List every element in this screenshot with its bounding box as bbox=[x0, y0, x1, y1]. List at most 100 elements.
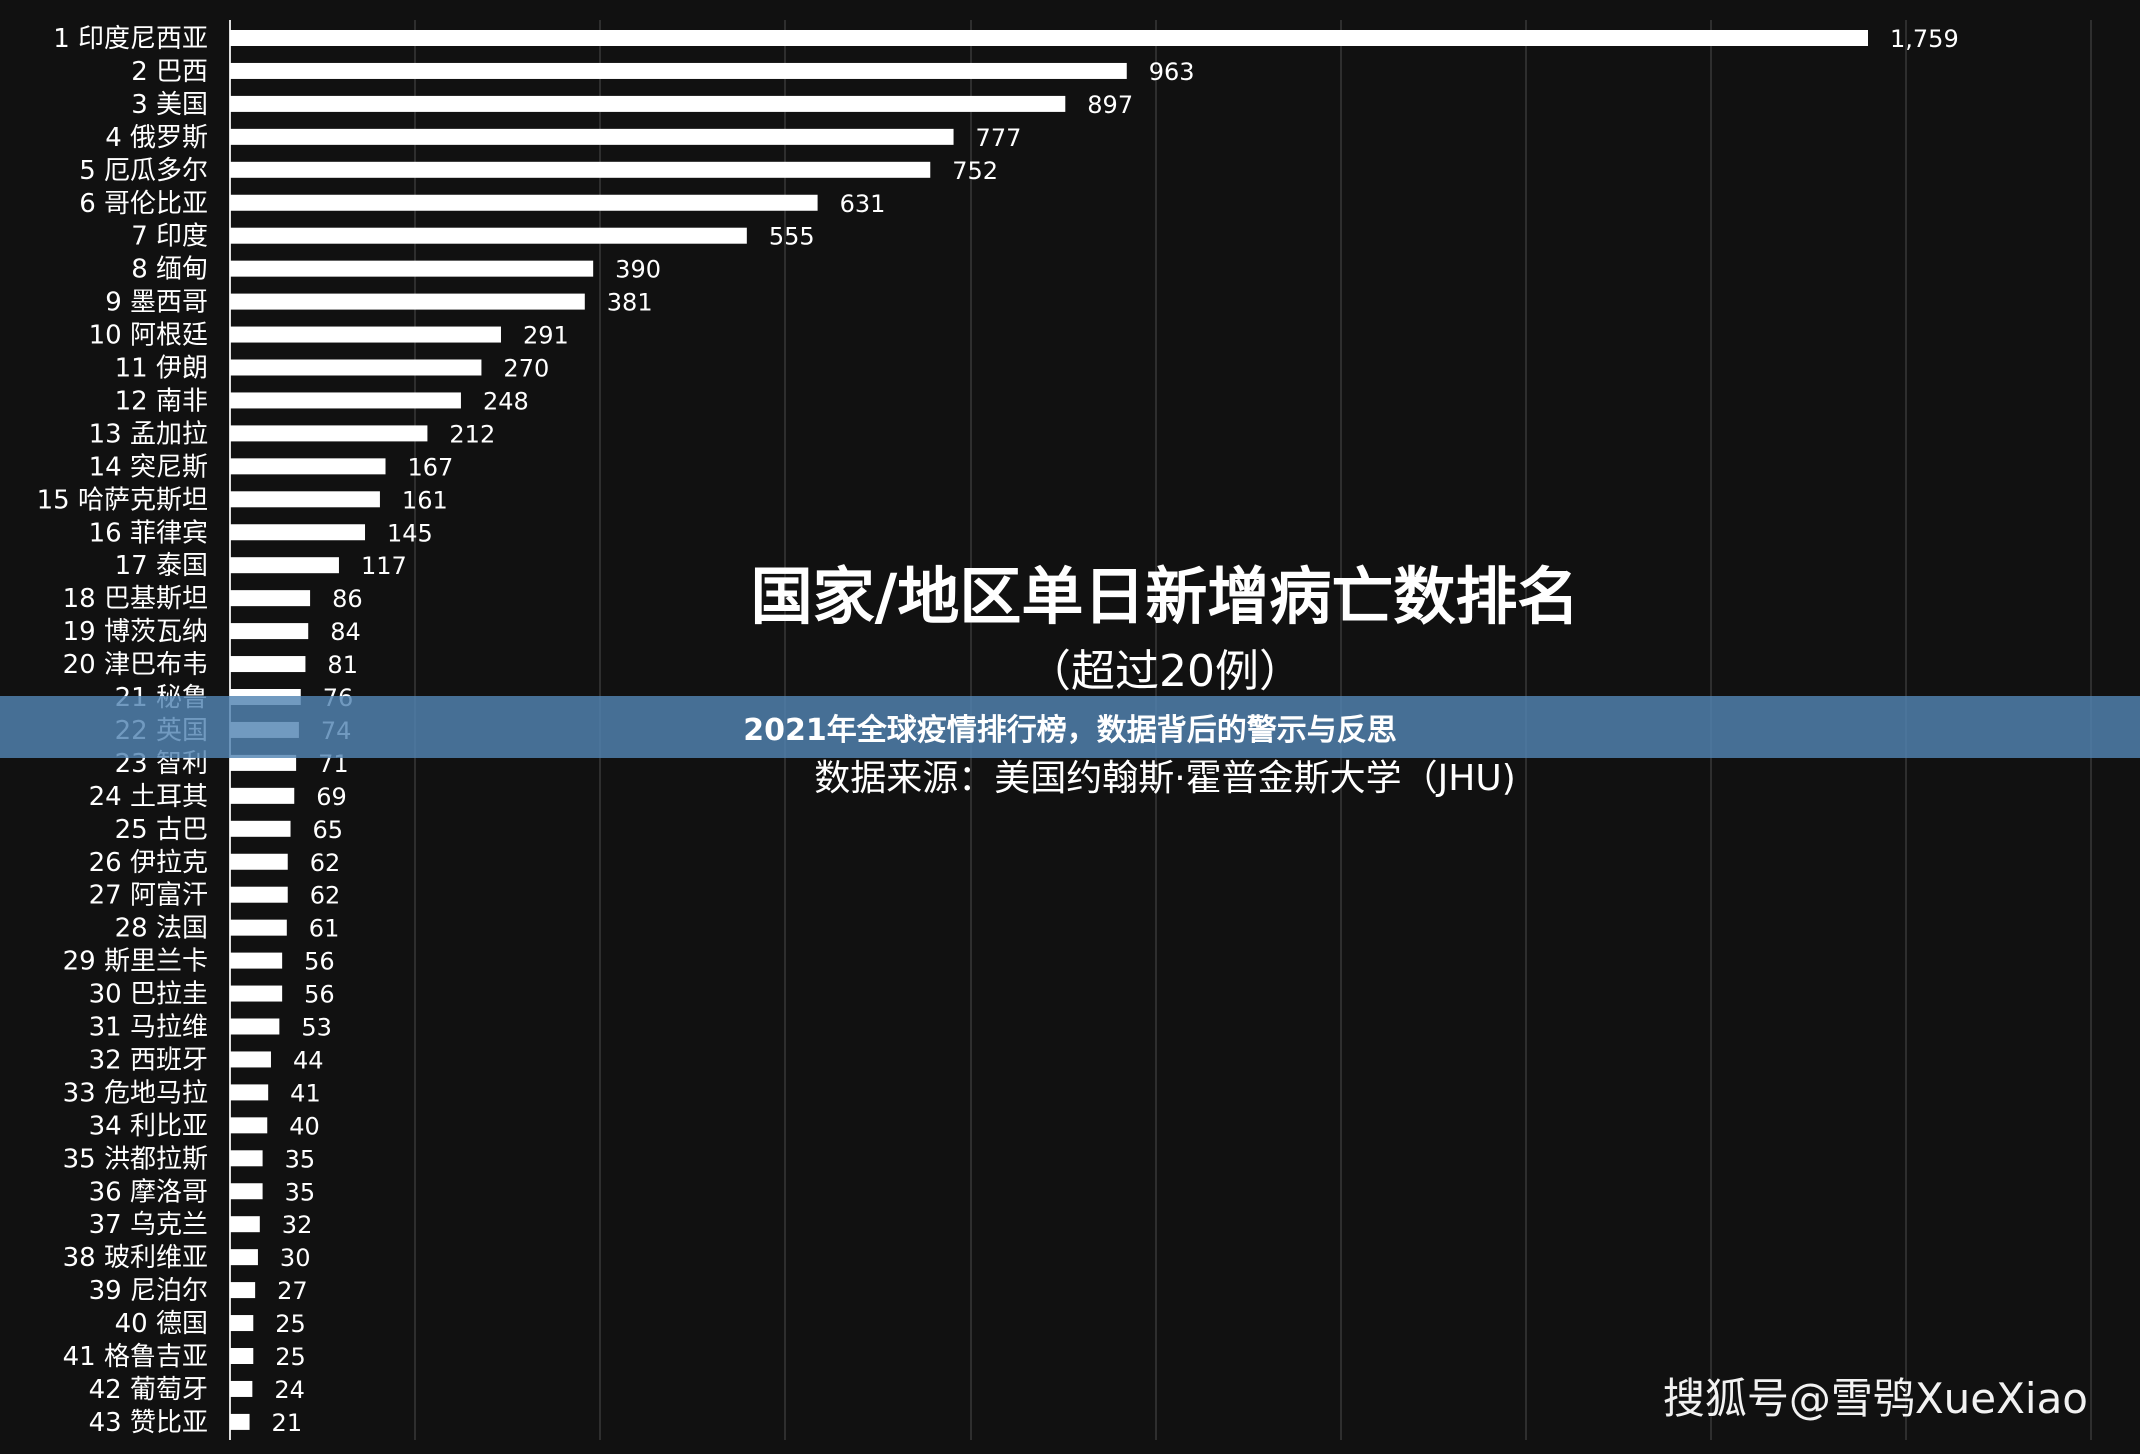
value-label-28: 61 bbox=[309, 915, 340, 943]
category-label-7: 7 印度 bbox=[131, 222, 208, 252]
category-label-26: 26 伊拉克 bbox=[89, 848, 208, 878]
category-label-10: 10 阿根廷 bbox=[89, 321, 208, 351]
chart-title: 国家/地区单日新增病亡数排名 bbox=[751, 560, 1580, 633]
value-label-18: 86 bbox=[332, 585, 363, 613]
bar-2 bbox=[230, 62, 1127, 79]
value-label-29: 56 bbox=[304, 948, 335, 976]
bar-12 bbox=[230, 392, 461, 409]
headline-banner: 2021年全球疫情排行榜，数据背后的警示与反思 bbox=[0, 696, 2140, 758]
value-label-19: 84 bbox=[330, 618, 361, 646]
bar-34 bbox=[230, 1117, 268, 1134]
bar-9 bbox=[230, 293, 585, 310]
value-label-3: 897 bbox=[1087, 91, 1133, 119]
value-label-15: 161 bbox=[402, 486, 448, 514]
category-label-8: 8 缅甸 bbox=[131, 255, 208, 285]
category-label-29: 29 斯里兰卡 bbox=[63, 947, 208, 977]
category-label-1: 1 印度尼西亚 bbox=[53, 24, 208, 54]
bar-15 bbox=[230, 491, 380, 508]
value-label-31: 53 bbox=[301, 1014, 332, 1042]
value-label-7: 555 bbox=[769, 223, 815, 251]
value-label-1: 1,759 bbox=[1890, 25, 1959, 53]
bar-36 bbox=[230, 1183, 263, 1200]
value-label-24: 69 bbox=[316, 783, 347, 811]
value-label-13: 212 bbox=[449, 420, 495, 448]
category-label-24: 24 土耳其 bbox=[89, 782, 208, 812]
bar-33 bbox=[230, 1084, 269, 1101]
category-label-12: 12 南非 bbox=[115, 386, 208, 416]
value-label-42: 24 bbox=[274, 1376, 305, 1404]
bar-6 bbox=[230, 194, 818, 211]
category-label-41: 41 格鲁吉亚 bbox=[63, 1342, 208, 1372]
bar-7 bbox=[230, 227, 747, 244]
value-label-17: 117 bbox=[361, 552, 407, 580]
category-label-6: 6 哥伦比亚 bbox=[79, 189, 208, 219]
bar-5 bbox=[230, 161, 931, 178]
value-label-11: 270 bbox=[503, 355, 549, 383]
value-label-26: 62 bbox=[310, 849, 341, 877]
value-label-5: 752 bbox=[952, 157, 998, 185]
category-label-9: 9 墨西哥 bbox=[105, 288, 208, 318]
category-label-19: 19 博茨瓦纳 bbox=[63, 617, 208, 647]
bar-31 bbox=[230, 1018, 280, 1035]
value-label-39: 27 bbox=[277, 1277, 308, 1305]
category-label-42: 42 葡萄牙 bbox=[89, 1375, 208, 1405]
category-label-37: 37 乌克兰 bbox=[89, 1210, 208, 1240]
bar-17 bbox=[230, 557, 339, 574]
category-label-5: 5 厄瓜多尔 bbox=[79, 156, 208, 186]
bar-13 bbox=[230, 425, 428, 442]
value-label-4: 777 bbox=[976, 124, 1022, 152]
bar-25 bbox=[230, 820, 291, 837]
bar-4 bbox=[230, 128, 954, 145]
bar-18 bbox=[230, 590, 311, 607]
bar-10 bbox=[230, 326, 501, 343]
value-label-16: 145 bbox=[387, 519, 433, 547]
bar-23 bbox=[230, 754, 297, 771]
category-label-17: 17 泰国 bbox=[115, 551, 208, 581]
bar-29 bbox=[230, 952, 283, 969]
bar-26 bbox=[230, 853, 288, 870]
bar-11 bbox=[230, 359, 482, 376]
category-label-2: 2 巴西 bbox=[131, 57, 208, 87]
bar-37 bbox=[230, 1216, 260, 1233]
value-label-25: 65 bbox=[313, 816, 344, 844]
value-label-12: 248 bbox=[483, 387, 529, 415]
value-label-6: 631 bbox=[840, 190, 886, 218]
category-label-11: 11 伊朗 bbox=[115, 354, 208, 384]
bar-41 bbox=[230, 1348, 254, 1364]
value-label-36: 35 bbox=[285, 1178, 316, 1206]
category-label-33: 33 危地马拉 bbox=[63, 1078, 208, 1108]
bar-1 bbox=[230, 30, 1868, 46]
category-label-38: 38 玻利维亚 bbox=[63, 1243, 208, 1273]
value-label-40: 25 bbox=[275, 1310, 306, 1338]
value-label-9: 381 bbox=[607, 289, 653, 317]
category-label-27: 27 阿富汗 bbox=[89, 881, 208, 911]
banner-text: 2021年全球疫情排行榜，数据背后的警示与反思 bbox=[743, 713, 1397, 748]
category-label-25: 25 古巴 bbox=[115, 815, 208, 845]
category-label-34: 34 利比亚 bbox=[89, 1111, 208, 1141]
chart-source: 数据来源：美国约翰斯·霍普金斯大学（JHU) bbox=[814, 758, 1516, 799]
bar-32 bbox=[230, 1051, 271, 1068]
bar-42 bbox=[230, 1380, 253, 1397]
category-label-4: 4 俄罗斯 bbox=[105, 123, 208, 153]
bar-3 bbox=[230, 95, 1066, 112]
category-label-39: 39 尼泊尔 bbox=[89, 1276, 208, 1306]
value-label-10: 291 bbox=[523, 322, 569, 350]
category-label-30: 30 巴拉圭 bbox=[89, 980, 208, 1010]
category-label-31: 31 马拉维 bbox=[89, 1013, 208, 1043]
bar-20 bbox=[230, 656, 306, 673]
bar-27 bbox=[230, 886, 288, 903]
bar-38 bbox=[230, 1249, 258, 1266]
category-label-16: 16 菲律宾 bbox=[89, 518, 208, 548]
value-label-27: 62 bbox=[310, 882, 341, 910]
bar-16 bbox=[230, 524, 366, 541]
watermark-text: 搜狐号@雪鸮XueXiao bbox=[1662, 1374, 2088, 1423]
category-label-35: 35 洪都拉斯 bbox=[63, 1144, 208, 1174]
value-label-14: 167 bbox=[408, 453, 454, 481]
bar-24 bbox=[230, 787, 295, 804]
value-label-2: 963 bbox=[1149, 58, 1195, 86]
category-label-36: 36 摩洛哥 bbox=[89, 1177, 208, 1207]
value-label-37: 32 bbox=[282, 1211, 313, 1239]
value-label-34: 40 bbox=[289, 1112, 320, 1140]
value-label-41: 25 bbox=[275, 1343, 306, 1371]
